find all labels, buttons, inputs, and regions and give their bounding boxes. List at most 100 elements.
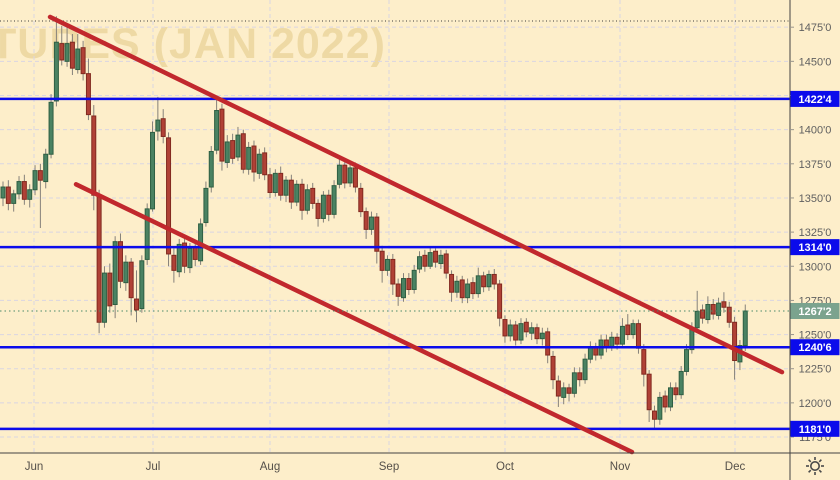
candle-bearish[interactable] xyxy=(342,164,348,184)
candle-bearish[interactable] xyxy=(395,283,401,297)
candle-bearish[interactable] xyxy=(433,250,439,263)
candle-bearish[interactable] xyxy=(166,137,172,255)
candle-bullish[interactable] xyxy=(43,153,49,183)
price-level-badge[interactable] xyxy=(790,420,840,437)
candle-bearish[interactable] xyxy=(267,174,273,193)
candle-bearish[interactable] xyxy=(299,183,305,211)
candle-bearish[interactable] xyxy=(700,309,706,319)
candle-bullish[interactable] xyxy=(417,256,423,270)
candle-bearish[interactable] xyxy=(326,194,332,215)
candle-bearish[interactable] xyxy=(240,133,246,170)
candle-bullish[interactable] xyxy=(32,170,38,191)
candle-bullish[interactable] xyxy=(694,310,700,329)
candle-bullish[interactable] xyxy=(331,185,337,215)
candle-bullish[interactable] xyxy=(64,43,70,62)
price-level-badge[interactable] xyxy=(790,339,840,356)
candle-bullish[interactable] xyxy=(235,134,241,158)
candle-bullish[interactable] xyxy=(427,252,433,267)
candle-bearish[interactable] xyxy=(352,167,358,188)
candle-bearish[interactable] xyxy=(96,196,102,323)
candle-bullish[interactable] xyxy=(187,247,193,269)
candle-bullish[interactable] xyxy=(48,101,54,155)
candle-bullish[interactable] xyxy=(630,323,636,336)
candle-bearish[interactable] xyxy=(545,331,551,356)
candle-bearish[interactable] xyxy=(80,47,86,75)
candle-bearish[interactable] xyxy=(635,323,641,349)
candle-bearish[interactable] xyxy=(651,410,657,420)
candle-bearish[interactable] xyxy=(710,304,716,315)
candle-bearish[interactable] xyxy=(363,211,369,230)
candle-bullish[interactable] xyxy=(304,189,310,211)
candle-bullish[interactable] xyxy=(139,260,145,310)
candle-bearish[interactable] xyxy=(481,275,487,288)
candle-bullish[interactable] xyxy=(619,325,625,345)
candle-bullish[interactable] xyxy=(27,189,33,200)
current-price-badge[interactable] xyxy=(790,302,840,319)
candle-bullish[interactable] xyxy=(539,332,545,340)
candle-bearish[interactable] xyxy=(422,254,428,267)
candle-bullish[interactable] xyxy=(368,216,374,230)
candle-bullish[interactable] xyxy=(246,146,252,170)
candle-bearish[interactable] xyxy=(443,253,449,274)
candle-bullish[interactable] xyxy=(486,273,492,288)
candle-bullish[interactable] xyxy=(320,194,326,219)
candle-bearish[interactable] xyxy=(134,298,139,311)
candle-bullish[interactable] xyxy=(529,327,535,334)
candle-bullish[interactable] xyxy=(742,310,748,346)
candle-bearish[interactable] xyxy=(315,202,321,219)
candle-bullish[interactable] xyxy=(203,187,209,224)
candle-bearish[interactable] xyxy=(21,181,27,200)
candle-bullish[interactable] xyxy=(214,110,220,151)
candle-bullish[interactable] xyxy=(256,153,262,174)
candle-bearish[interactable] xyxy=(513,324,519,341)
candle-bearish[interactable] xyxy=(662,395,668,408)
candle-bearish[interactable] xyxy=(171,254,177,271)
candle-bullish[interactable] xyxy=(0,186,6,199)
candle-bearish[interactable] xyxy=(160,118,166,137)
candle-bearish[interactable] xyxy=(374,216,380,252)
candle-bearish[interactable] xyxy=(491,273,497,285)
candle-bearish[interactable] xyxy=(641,349,647,375)
candle-bullish[interactable] xyxy=(561,387,567,398)
candle-bullish[interactable] xyxy=(155,119,161,132)
candle-bullish[interactable] xyxy=(283,179,289,196)
candle-bullish[interactable] xyxy=(347,167,353,184)
candle-bearish[interactable] xyxy=(117,241,123,282)
candle-bearish[interactable] xyxy=(379,250,385,271)
candle-bullish[interactable] xyxy=(454,280,460,293)
candle-bearish[interactable] xyxy=(182,242,188,267)
candle-bullish[interactable] xyxy=(475,275,481,295)
candle-bearish[interactable] xyxy=(278,172,284,196)
candle-bearish[interactable] xyxy=(59,43,65,61)
candle-bearish[interactable] xyxy=(550,355,556,381)
candle-bearish[interactable] xyxy=(406,278,412,290)
trendline-channel-lower[interactable] xyxy=(73,182,635,455)
candle-bullish[interactable] xyxy=(75,48,81,71)
candle-bullish[interactable] xyxy=(401,278,406,299)
candle-bearish[interactable] xyxy=(555,380,561,397)
candle-bearish[interactable] xyxy=(721,301,727,308)
candle-bullish[interactable] xyxy=(224,141,230,163)
candle-bullish[interactable] xyxy=(684,349,690,372)
candle-bearish[interactable] xyxy=(230,140,236,159)
candle-bullish[interactable] xyxy=(609,336,615,348)
candle-bullish[interactable] xyxy=(150,131,156,210)
candle-bearish[interactable] xyxy=(358,187,364,213)
candle-bearish[interactable] xyxy=(603,339,609,348)
candle-bullish[interactable] xyxy=(144,208,150,260)
candle-bearish[interactable] xyxy=(288,179,294,203)
candle-bearish[interactable] xyxy=(534,327,540,340)
candle-bearish[interactable] xyxy=(523,321,529,333)
candle-bullish[interactable] xyxy=(571,372,577,394)
candle-bullish[interactable] xyxy=(438,254,444,265)
candle-bearish[interactable] xyxy=(577,372,583,381)
candle-bullish[interactable] xyxy=(336,164,342,185)
candle-bearish[interactable] xyxy=(673,387,679,396)
gear-icon[interactable] xyxy=(809,460,820,471)
candle-bearish[interactable] xyxy=(85,73,91,116)
candle-bearish[interactable] xyxy=(310,187,316,204)
candle-bullish[interactable] xyxy=(411,269,417,290)
candle-bullish[interactable] xyxy=(112,241,118,306)
candle-bullish[interactable] xyxy=(657,396,663,420)
